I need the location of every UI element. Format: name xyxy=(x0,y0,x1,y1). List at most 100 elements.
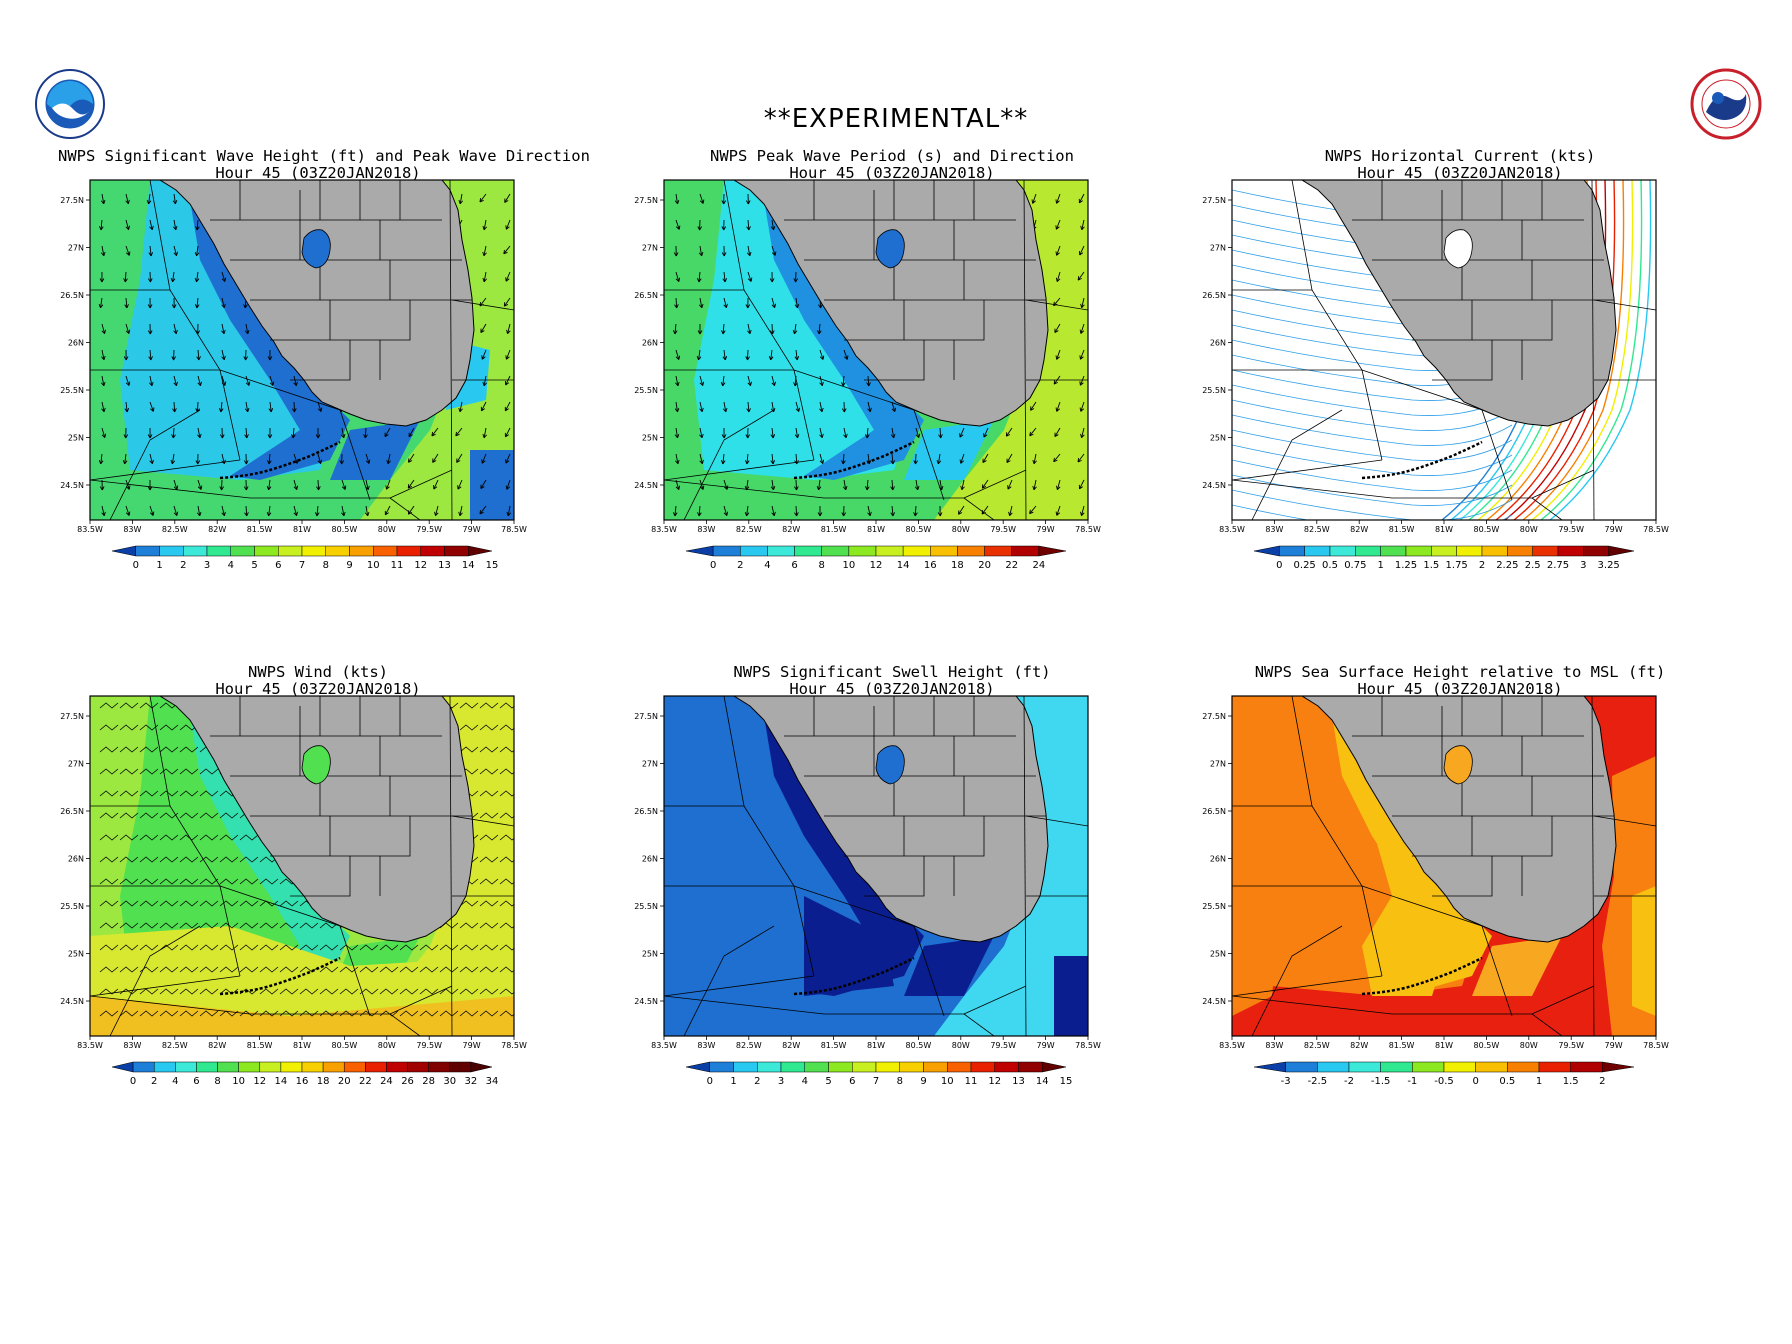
data-field xyxy=(90,696,514,1036)
lon-tick-label: 81W xyxy=(293,525,311,534)
colorbar-swatch xyxy=(322,1061,345,1073)
lat-tick-label: 27N xyxy=(642,244,658,253)
map-panel-3: NWPS Horizontal Current (kts) Hour 45 (03… xyxy=(1200,148,1720,638)
colorbar-swatch xyxy=(343,1061,366,1073)
colorbar-label: 0.25 xyxy=(1294,560,1316,571)
colorbar-swatch xyxy=(254,545,279,557)
colorbar-label: 0.5 xyxy=(1322,560,1338,571)
data-field xyxy=(664,696,1088,1036)
lon-tick-label: 79W xyxy=(1605,525,1623,534)
lake-okeechobee xyxy=(875,745,905,785)
colorbar-swatch xyxy=(1253,1061,1286,1073)
lon-tick-label: 83W xyxy=(123,525,141,534)
colorbar-swatch xyxy=(396,545,421,557)
panel-title: NWPS Sea Surface Height relative to MSL … xyxy=(1200,664,1720,698)
colorbar-swatch xyxy=(428,1061,451,1073)
lat-tick-label: 26.5N xyxy=(1202,807,1226,816)
colorbar-label: 9 xyxy=(346,560,352,571)
colorbar: 0 1 2 3 4 5 6 7 8 9 10 11 12 13 14 15 xyxy=(685,1061,1073,1087)
lat-tick-label: 25.5N xyxy=(634,902,658,911)
lat-tick-label: 24.5N xyxy=(60,997,84,1006)
colorbar-label: 14 xyxy=(275,1076,288,1087)
lake-okeechobee xyxy=(301,229,331,269)
colorbar-label: 9 xyxy=(920,1076,926,1087)
lon-tick-label: 80.5W xyxy=(906,1041,932,1050)
colorbar-swatch xyxy=(767,545,795,557)
experimental-banner: **EXPERIMENTAL** xyxy=(763,104,1029,134)
colorbar-swatch xyxy=(1570,1061,1603,1073)
lat-tick-label: 24.5N xyxy=(634,481,658,490)
lon-tick-label: 82W xyxy=(782,1041,800,1050)
colorbar-label: 0 xyxy=(707,1076,713,1087)
lon-tick-label: 80W xyxy=(1520,1041,1538,1050)
colorbar-label: 7 xyxy=(873,1076,879,1087)
panel-title: NWPS Wind (kts) Hour 45 (03Z20JAN2018) xyxy=(58,664,578,698)
lon-tick-label: 83.5W xyxy=(77,1041,103,1050)
colorbar-label: 3.25 xyxy=(1598,560,1620,571)
lon-tick-label: 83.5W xyxy=(1219,525,1245,534)
colorbar-label: 11 xyxy=(965,1076,978,1087)
colorbar-label: 1 xyxy=(730,1076,736,1087)
lat-tick-label: 27N xyxy=(68,760,84,769)
colorbar-swatch xyxy=(1018,1061,1043,1073)
colorbar-label: 3 xyxy=(1580,560,1586,571)
colorbar-swatch xyxy=(175,1061,197,1073)
lake-okeechobee xyxy=(1443,229,1473,269)
colorbar-label: 6 xyxy=(849,1076,855,1087)
lon-tick-label: 83W xyxy=(697,525,715,534)
colorbar-label: 6 xyxy=(275,560,281,571)
data-field xyxy=(90,180,514,520)
colorbar-label: 0 xyxy=(1276,560,1282,571)
map-panel-1: NWPS Significant Wave Height (ft) and Pe… xyxy=(58,148,590,638)
colorbar-swatch xyxy=(1285,1061,1318,1073)
colorbar-swatch xyxy=(349,545,374,557)
colorbar-swatch xyxy=(1608,545,1635,557)
colorbar-swatch xyxy=(1431,545,1457,557)
colorbar-swatch xyxy=(1456,545,1483,557)
colorbar-swatch xyxy=(1583,545,1609,557)
lat-tick-label: 26N xyxy=(1210,339,1226,348)
colorbar-label: 20 xyxy=(338,1076,351,1087)
colorbar-swatch xyxy=(1304,545,1331,557)
colorbar-label: 16 xyxy=(924,560,937,571)
panel-title-text: NWPS Wind (kts) xyxy=(248,663,388,681)
colorbar-swatch xyxy=(685,1061,710,1073)
lon-tick-label: 82.5W xyxy=(1304,1041,1330,1050)
lat-tick-label: 27N xyxy=(642,760,658,769)
colorbar-swatch xyxy=(984,545,1012,557)
lon-tick-label: 83.5W xyxy=(1219,1041,1245,1050)
colorbar-swatch xyxy=(301,1061,324,1073)
colorbar-swatch xyxy=(794,545,822,557)
lon-tick-label: 79W xyxy=(463,525,481,534)
colorbar-label: 11 xyxy=(391,560,404,571)
colorbar-swatch xyxy=(1038,545,1067,557)
colorbar-label: 2 xyxy=(1479,560,1485,571)
colorbar-swatch xyxy=(740,545,768,557)
colorbar-label: 30 xyxy=(443,1076,456,1087)
lat-tick-label: 25.5N xyxy=(60,386,84,395)
colorbar-swatch xyxy=(111,545,136,557)
lon-tick-label: 79W xyxy=(1605,1041,1623,1050)
lon-tick-label: 80W xyxy=(1520,525,1538,534)
lat-tick-label: 26.5N xyxy=(1202,291,1226,300)
colorbar-swatch xyxy=(444,545,469,557)
lat-tick-label: 25N xyxy=(68,950,84,959)
colorbar-label: 0 xyxy=(133,560,139,571)
map-figure: 27.5N 27N 26.5N 26N 25.5N 25N 24.5N 83.5W 83W 82.… xyxy=(60,179,527,571)
colorbar-label: 5 xyxy=(825,1076,831,1087)
lat-tick-label: 26N xyxy=(68,855,84,864)
colorbar-swatch xyxy=(1253,545,1280,557)
colorbar-swatch xyxy=(407,1061,429,1073)
colorbar-swatch xyxy=(1355,545,1381,557)
colorbar-label: 4 xyxy=(764,560,770,571)
colorbar-swatch xyxy=(206,545,231,557)
lon-tick-label: 78.5W xyxy=(1075,525,1101,534)
map-panel-4: NWPS Wind (kts) Hour 45 (03Z20JAN2018) 27.… xyxy=(58,664,578,1154)
lat-tick-label: 26N xyxy=(68,339,84,348)
colorbar-label: 15 xyxy=(1060,1076,1073,1087)
lon-tick-label: 81.5W xyxy=(821,1041,847,1050)
colorbar-swatch xyxy=(470,1061,493,1073)
lon-tick-label: 82.5W xyxy=(736,1041,762,1050)
colorbar-label: 2 xyxy=(754,1076,760,1087)
colorbar-swatch xyxy=(685,545,714,557)
